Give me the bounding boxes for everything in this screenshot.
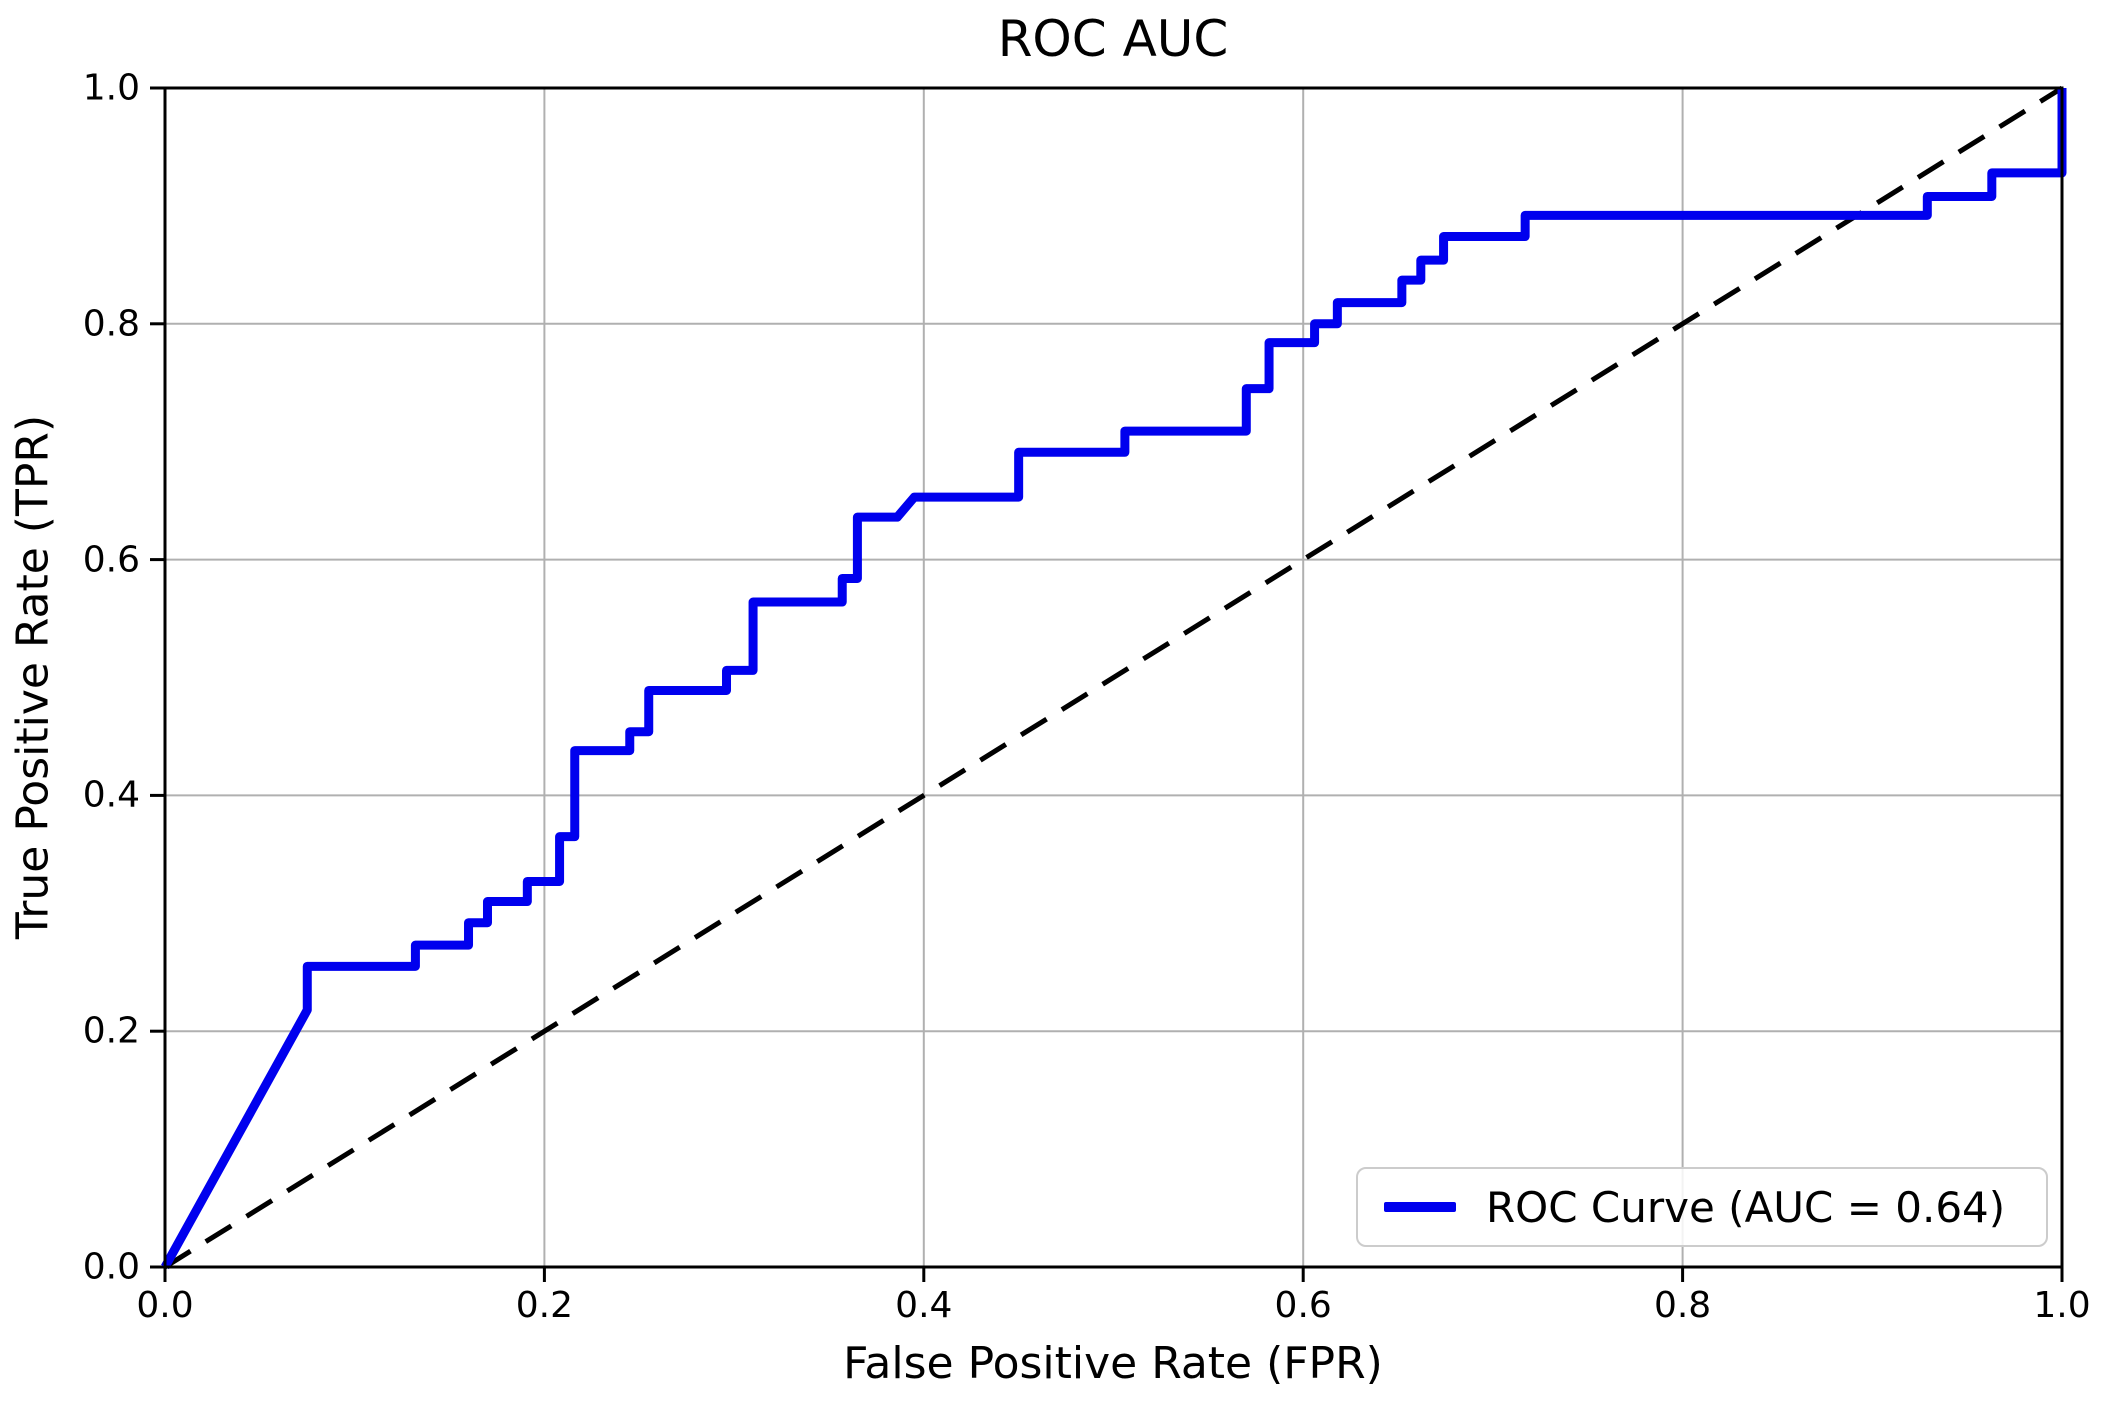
x-axis-label: False Positive Rate (FPR) xyxy=(843,1338,1383,1389)
tick-marks xyxy=(150,86,2064,1282)
y-tick-label: 0.6 xyxy=(82,539,140,581)
x-tick-label: 1.0 xyxy=(2033,1285,2091,1326)
x-tick-label: 0.2 xyxy=(515,1285,574,1326)
legend-box: ROC Curve (AUC = 0.64) xyxy=(1356,1167,2048,1247)
y-axis-label: True Positive Rate (TPR) xyxy=(7,414,59,940)
plot-spines xyxy=(163,86,2064,1269)
x-tick-label: 0.4 xyxy=(895,1285,953,1326)
y-tick-label: 0.4 xyxy=(82,774,140,816)
x-tick-label: 0.0 xyxy=(136,1285,194,1326)
y-tick-label: 0.2 xyxy=(82,1010,140,1052)
y-tick-label: 0.0 xyxy=(82,1246,140,1288)
x-tick-label: 0.6 xyxy=(1274,1285,1332,1326)
chance-diagonal-line xyxy=(163,85,2064,1270)
legend-label: ROC Curve (AUC = 0.64) xyxy=(1486,1182,2006,1232)
y-tick-label: 1.0 xyxy=(82,67,140,109)
x-tick-label: 0.8 xyxy=(1653,1285,1712,1326)
roc-curve-line xyxy=(161,88,2067,1270)
legend-roc-line-swatch xyxy=(1384,1202,1456,1212)
y-tick-label: 0.8 xyxy=(82,303,140,345)
chart-title: ROC AUC xyxy=(997,10,1229,68)
